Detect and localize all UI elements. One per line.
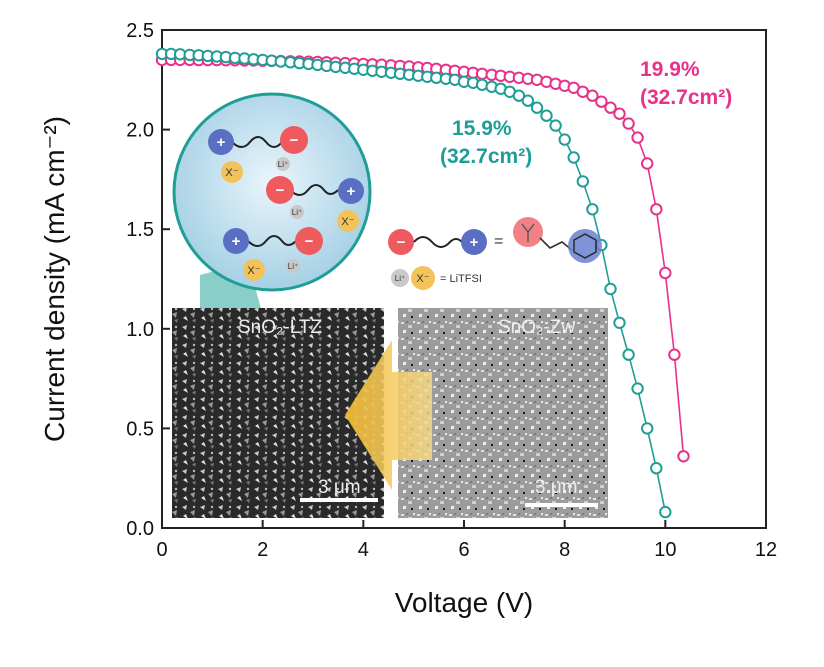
y-tick-label: 1.0 — [126, 319, 154, 341]
chain-1 — [231, 136, 283, 148]
sem-label-zw: SnO₂-Zw — [498, 317, 575, 338]
x-tick-label: 6 — [458, 539, 469, 561]
chain-2 — [289, 184, 339, 196]
svg-text:−: − — [290, 132, 299, 149]
cation-icon — [208, 129, 234, 155]
svg-text:−: − — [305, 233, 314, 250]
series-1-point — [650, 462, 663, 475]
series-0-point — [631, 131, 644, 144]
y-tick-label: 0.5 — [126, 418, 154, 440]
series-1-point — [622, 348, 635, 361]
series-1-point — [540, 109, 553, 122]
series-1-point — [530, 101, 544, 114]
li-ion-icon — [290, 205, 304, 219]
svg-text:= LiTFSI: = LiTFSI — [440, 273, 482, 285]
anion-icon — [295, 227, 323, 255]
annotation-pink-line2: (32.7cm²) — [640, 86, 732, 109]
series-0-point — [668, 348, 681, 361]
conversion-arrow — [345, 340, 432, 490]
scale-label-right: 3 μm — [535, 477, 578, 498]
series-0-point — [677, 450, 690, 463]
anion-icon — [388, 229, 414, 255]
svg-text:X⁻: X⁻ — [225, 167, 238, 179]
x-ion-icon — [411, 266, 435, 290]
svg-text:−: − — [397, 234, 406, 251]
series-1-point — [512, 89, 526, 102]
svg-text:+: + — [217, 134, 226, 151]
series-0-point — [586, 89, 599, 102]
svg-text:X⁻: X⁻ — [416, 273, 429, 285]
svg-text:+: + — [470, 234, 479, 251]
scale-label-left: 3 μm — [318, 477, 361, 498]
series-1-point — [567, 151, 580, 164]
series-1-point — [613, 316, 626, 329]
series-0-point — [622, 117, 635, 130]
x-tick-label: 12 — [755, 539, 777, 561]
series-1-point — [521, 94, 535, 107]
cation-icon — [461, 229, 487, 255]
x-ion-icon — [337, 210, 359, 232]
svg-text:−: − — [276, 182, 285, 199]
series-1-point — [586, 203, 599, 216]
zwitterion-legend: − + = — [388, 217, 602, 263]
svg-text:X⁻: X⁻ — [341, 216, 354, 228]
chain-3 — [247, 235, 297, 247]
sem-image-zw — [398, 308, 608, 518]
x-tick-label: 8 — [559, 539, 570, 561]
axes: 0 2 4 6 8 10 12 0.0 0.5 1.0 1.5 2.0 2.5 — [126, 20, 777, 561]
series-0-point — [595, 95, 608, 108]
cation-icon — [223, 228, 249, 254]
svg-text:Li⁺: Li⁺ — [395, 274, 405, 283]
series-0-point — [613, 107, 626, 120]
svg-text:Li⁺: Li⁺ — [278, 160, 288, 169]
y-tick-label: 2.0 — [126, 120, 154, 142]
series-1-point — [576, 175, 589, 188]
li-ion-icon — [276, 157, 290, 171]
litfsi-legend: Li⁺ X⁻ = LiTFSI — [391, 266, 482, 290]
svg-text:X⁻: X⁻ — [247, 265, 260, 277]
svg-text:Li⁺: Li⁺ — [288, 262, 298, 271]
x-ion-icon — [221, 161, 243, 183]
y-tick-label: 0.0 — [126, 518, 154, 540]
svg-text:+: + — [232, 233, 241, 250]
annotation-teal-line2: (32.7cm²) — [440, 145, 532, 168]
series-1-point — [604, 282, 617, 296]
series-layer — [155, 47, 690, 519]
inset-illustration: SnO₂-LTZ SnO₂-Zw 3 μm 3 μm + − X⁻ Li⁺ − … — [172, 92, 608, 518]
series-0-point — [604, 101, 617, 114]
annotation-pink-line1: 19.9% — [640, 58, 700, 81]
x-axis-title: Voltage (V) — [395, 587, 534, 618]
series-1-point — [549, 119, 562, 132]
annotation-teal-line1: 15.9% — [452, 117, 512, 140]
svg-text:+: + — [347, 183, 356, 200]
series-0-point — [659, 266, 672, 280]
y-tick-label: 1.5 — [126, 219, 154, 241]
series-1-point — [659, 505, 672, 519]
series-1-point — [631, 382, 644, 395]
cation-icon — [338, 178, 364, 204]
x-tick-label: 10 — [654, 539, 676, 561]
series-0-point — [650, 203, 663, 216]
x-tick-label: 2 — [257, 539, 268, 561]
sem-label-ltz: SnO₂-LTZ — [238, 317, 322, 338]
li-ion-icon — [391, 269, 409, 287]
svg-text:=: = — [494, 233, 503, 250]
pyridinium-group-icon — [568, 229, 602, 263]
series-1-point — [641, 422, 654, 435]
x-ion-icon — [243, 259, 265, 281]
y-axis-title: Current density (mA cm⁻²) — [39, 116, 70, 442]
x-tick-label: 0 — [156, 539, 167, 561]
y-tick-label: 2.5 — [126, 20, 154, 42]
svg-text:Li⁺: Li⁺ — [292, 208, 302, 217]
series-1-point — [558, 133, 571, 146]
x-tick-label: 4 — [358, 539, 369, 561]
series-0-point — [641, 157, 654, 170]
anion-icon — [266, 176, 294, 204]
li-ion-icon — [286, 259, 300, 273]
anion-icon — [280, 126, 308, 154]
